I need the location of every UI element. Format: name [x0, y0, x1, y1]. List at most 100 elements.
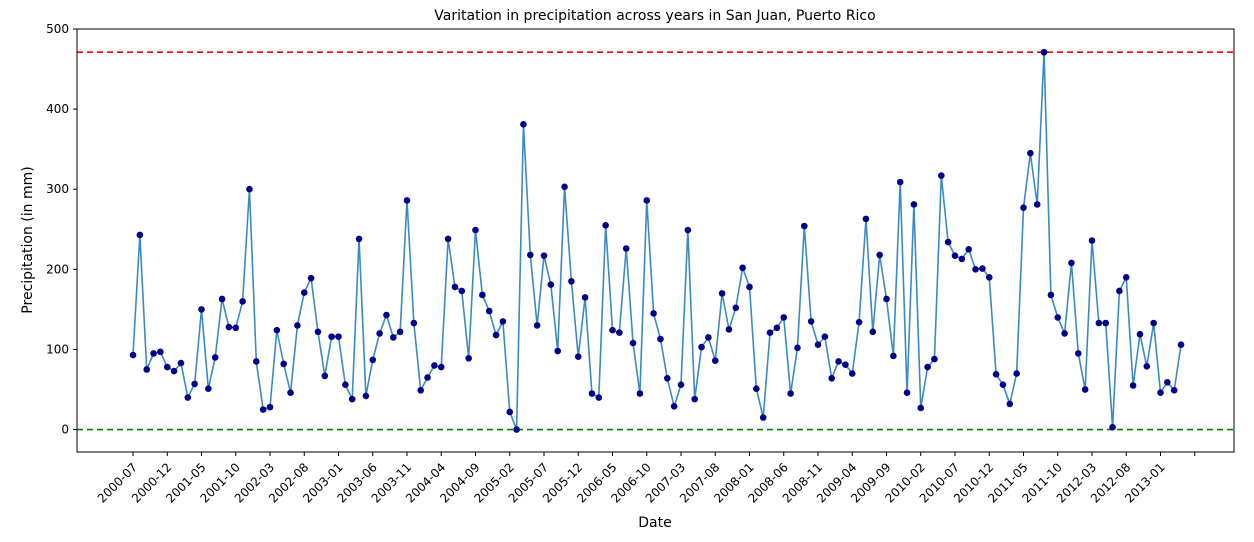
- data-point: [211, 354, 219, 361]
- data-point: [869, 328, 877, 336]
- data-point: [1033, 201, 1041, 208]
- data-point: [664, 374, 671, 382]
- data-point: [616, 329, 623, 336]
- data-point: [492, 331, 500, 339]
- data-point: [1150, 319, 1157, 327]
- data-point: [848, 370, 856, 377]
- data-point: [540, 252, 548, 260]
- data-point: [390, 334, 397, 341]
- data-point: [1177, 341, 1185, 348]
- data-point: [1075, 350, 1082, 357]
- data-point: [773, 324, 781, 332]
- data-point: [1122, 274, 1130, 281]
- data-point: [739, 264, 746, 272]
- x-axis-label: Date: [638, 515, 671, 531]
- data-point: [499, 318, 507, 325]
- data-point: [828, 374, 835, 382]
- data-point: [876, 251, 883, 259]
- data-point: [403, 197, 411, 204]
- data-point: [917, 404, 925, 412]
- data-point: [1088, 237, 1096, 244]
- data-point: [307, 274, 315, 282]
- data-point: [554, 347, 561, 355]
- data-point: [972, 266, 979, 273]
- data-point: [170, 367, 178, 375]
- y-tick-label: 100: [46, 342, 69, 356]
- data-point: [835, 358, 842, 365]
- y-tick-label: 200: [46, 262, 69, 276]
- data-point: [622, 245, 630, 252]
- data-point: [335, 333, 342, 340]
- data-point: [794, 344, 801, 352]
- data-point: [266, 403, 274, 411]
- data-point: [711, 357, 719, 364]
- data-point: [1136, 330, 1144, 338]
- data-point: [1047, 291, 1055, 299]
- data-point: [314, 328, 322, 336]
- y-tick-label: 0: [61, 423, 69, 437]
- data-point: [753, 385, 760, 393]
- chart-title: Varitation in precipitation across years…: [434, 8, 875, 24]
- data-point: [821, 333, 829, 340]
- data-point: [348, 395, 356, 403]
- data-point: [725, 326, 733, 333]
- data-point: [280, 360, 288, 368]
- data-point: [129, 351, 137, 359]
- y-axis-label: Precipitation (in mm): [20, 166, 36, 313]
- data-point: [355, 235, 363, 243]
- data-point: [437, 363, 445, 371]
- data-point: [527, 251, 534, 259]
- data-point: [444, 235, 452, 243]
- data-point: [232, 324, 240, 332]
- data-point: [636, 390, 644, 397]
- data-point: [479, 291, 486, 299]
- data-point: [300, 289, 308, 296]
- data-point: [191, 380, 198, 388]
- data-point: [595, 394, 603, 401]
- data-point: [472, 226, 479, 234]
- data-point: [807, 318, 815, 325]
- data-point: [143, 366, 150, 373]
- data-point: [910, 201, 918, 208]
- data-point: [369, 356, 377, 364]
- data-point: [883, 295, 890, 303]
- data-point: [602, 221, 609, 229]
- data-point: [979, 265, 986, 272]
- data-point: [294, 322, 301, 329]
- data-point: [410, 319, 418, 327]
- data-point: [643, 197, 651, 204]
- data-point: [670, 403, 678, 410]
- y-tick-label: 300: [46, 182, 69, 196]
- data-point: [890, 352, 897, 360]
- data-point: [657, 335, 664, 343]
- data-point: [999, 381, 1007, 389]
- x-axis: 2000-072000-122001-052001-102002-032002-…: [95, 452, 1196, 506]
- data-point: [1081, 386, 1089, 393]
- data-point: [520, 121, 527, 128]
- data-point: [513, 426, 520, 433]
- data-point: [759, 414, 767, 421]
- data-point: [780, 314, 788, 321]
- data-point: [951, 252, 959, 260]
- data-point: [506, 408, 514, 416]
- data-point: [1102, 319, 1109, 327]
- data-point: [1157, 389, 1164, 397]
- data-point: [924, 363, 931, 371]
- data-point: [362, 392, 370, 400]
- data-point: [938, 172, 945, 179]
- data-point: [862, 215, 870, 223]
- data-point: [1095, 319, 1103, 327]
- data-point: [965, 246, 972, 253]
- data-point: [547, 281, 555, 288]
- data-point: [163, 363, 171, 371]
- data-point: [896, 178, 904, 186]
- data-point: [1164, 379, 1171, 386]
- series-line: [132, 51, 1182, 431]
- data-point: [958, 255, 966, 263]
- data-point: [698, 343, 705, 351]
- data-point: [157, 348, 164, 356]
- data-point: [985, 274, 993, 281]
- data-point: [842, 361, 849, 368]
- plot-area: [77, 48, 1234, 433]
- data-point: [1054, 314, 1062, 321]
